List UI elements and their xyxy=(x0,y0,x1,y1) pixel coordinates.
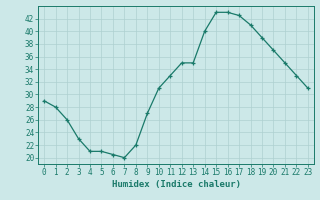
X-axis label: Humidex (Indice chaleur): Humidex (Indice chaleur) xyxy=(111,180,241,189)
